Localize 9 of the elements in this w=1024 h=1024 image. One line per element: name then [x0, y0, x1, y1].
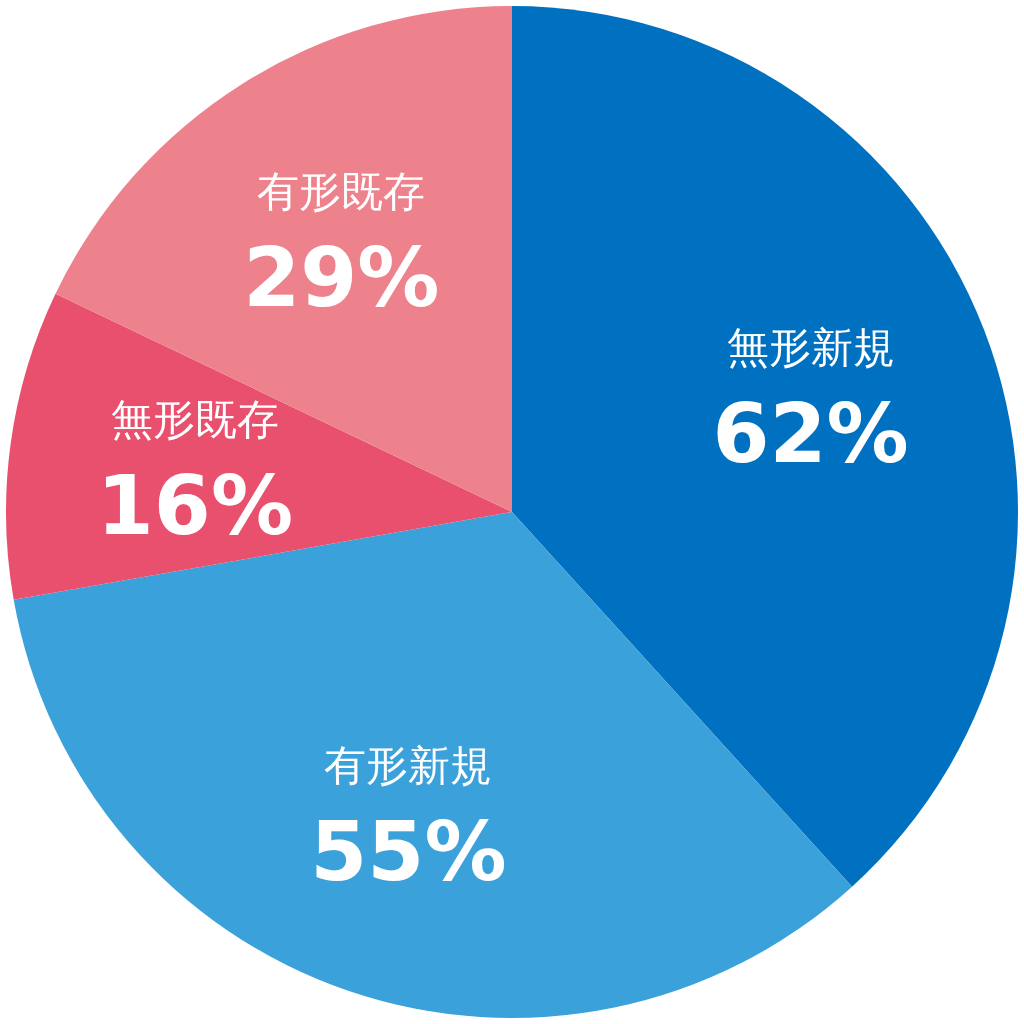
pie-slice — [512, 6, 1018, 887]
slice-label: 無形新規 — [726, 322, 895, 372]
data-label: 16% — [96, 457, 294, 553]
data-label: 55% — [310, 803, 507, 899]
data-label: 29% — [243, 230, 440, 326]
slice-label: 有形既存 — [257, 167, 426, 217]
slice-label: 無形既存 — [110, 394, 279, 444]
data-label: 62% — [712, 385, 909, 481]
slice-label: 有形新規 — [324, 740, 493, 790]
